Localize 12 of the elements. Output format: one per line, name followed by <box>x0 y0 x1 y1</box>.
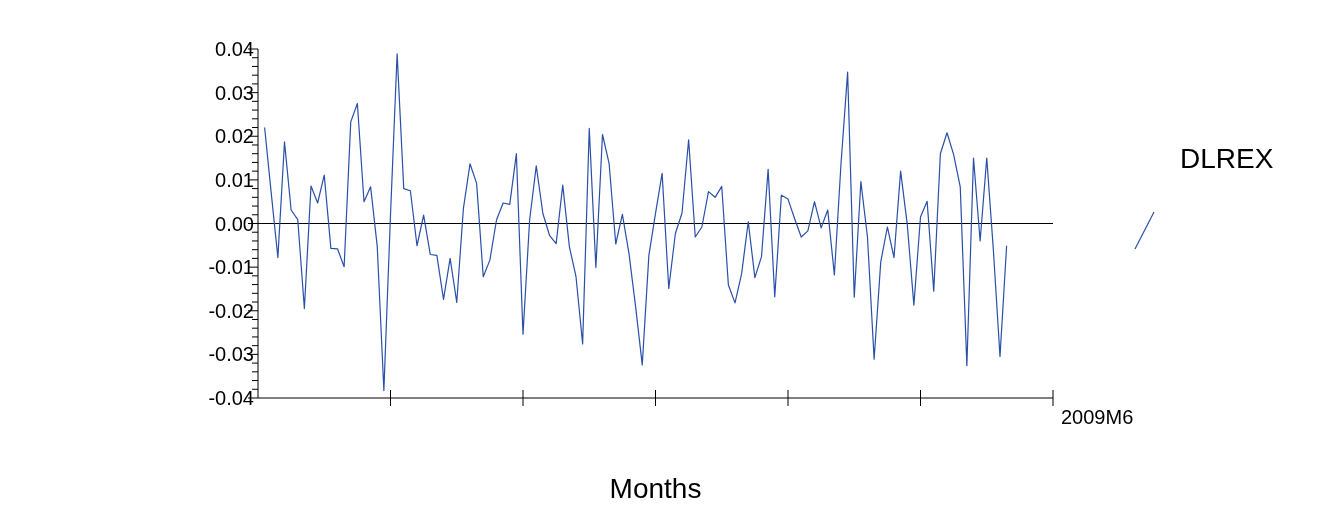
y-tick-label: 0.03 <box>215 81 254 104</box>
y-tick-label: 0.00 <box>215 212 254 235</box>
y-tick-label: -0.01 <box>208 256 254 279</box>
y-tick-label: -0.03 <box>208 343 254 366</box>
y-tick-label: 0.04 <box>215 38 254 60</box>
x-axis-title: Months <box>609 473 702 504</box>
y-tick-label: 0.01 <box>215 168 254 191</box>
text: 2009M6 <box>1061 406 1134 428</box>
y-tick-label: 0.02 <box>215 125 254 148</box>
y-tick-label: -0.04 <box>208 387 254 409</box>
text: DLREX <box>1180 143 1274 174</box>
y-tick-label: -0.02 <box>208 299 254 322</box>
